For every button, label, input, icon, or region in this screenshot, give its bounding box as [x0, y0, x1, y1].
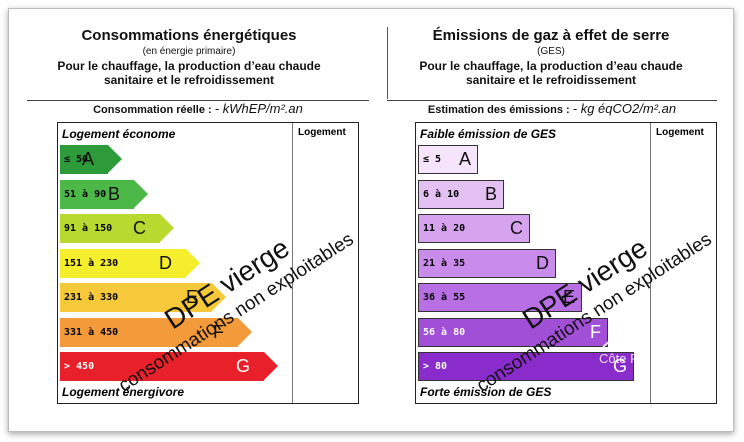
- ges-logement-divider: [650, 123, 651, 403]
- energy-class-range: ≤ 50: [64, 154, 89, 165]
- ges-desc-line2: sanitaire et le refroidissement: [465, 73, 637, 87]
- ges-class-letter: B: [484, 183, 497, 204]
- ges-class-range: 21 à 35: [423, 257, 466, 269]
- energy-desc-line2: sanitaire et le refroidissement: [103, 73, 275, 87]
- ges-class-range: 56 à 80: [423, 326, 466, 338]
- house-logo-icon: Côte F: [599, 338, 638, 366]
- ges-measure-label: Estimation des émissions :: [427, 104, 573, 116]
- ges-subtitle: (GES): [537, 46, 565, 57]
- energy-class-range: 331 à 450: [64, 326, 119, 338]
- ges-class-range: 36 à 55: [423, 292, 466, 303]
- energy-measure-top-rule: [27, 100, 369, 101]
- energy-class-letter: G: [235, 356, 250, 376]
- ges-measure-value: - kg éqCO2/m².an: [572, 101, 677, 116]
- energy-bottom-label: Logement énergivore: [62, 385, 185, 399]
- energy-top-label: Logement économe: [62, 127, 176, 141]
- ges-class-letter: E: [562, 287, 575, 307]
- energy-desc-line1: Pour le chauffage, la production d’eau c…: [57, 59, 321, 73]
- energy-measure-label: Consommation réelle :: [93, 104, 215, 116]
- ges-measure: Estimation des émissions : - kg éqCO2/m²…: [387, 101, 717, 116]
- energy-class-a-bar: ≤ 50 A: [60, 145, 122, 174]
- ges-class-f-bar: 56 à 80 F: [418, 317, 608, 347]
- ges-class-letter: C: [510, 218, 523, 238]
- energy-class-letter: C: [133, 218, 146, 238]
- header-divider: [387, 27, 388, 99]
- energy-subtitle: (en énergie primaire): [142, 46, 236, 57]
- energy-class-range: > 450: [64, 361, 95, 372]
- energy-class-c-bar: 91 à 150 C: [60, 214, 174, 243]
- ges-class-a-bar: ≤ 5 A: [418, 145, 478, 174]
- energy-label-box: Logement économe Logement Logement énerg…: [57, 122, 359, 404]
- ges-class-range: ≤ 5: [423, 154, 442, 165]
- energy-class-f-bar: 331 à 450 F: [60, 317, 252, 347]
- ges-class-b-bar: 6 à 10 B: [418, 179, 504, 209]
- ges-class-letter: G: [612, 356, 627, 376]
- energy-class-range: 51 à 90: [64, 188, 107, 200]
- ges-class-range: > 80: [423, 361, 448, 372]
- ges-class-letter: A: [458, 149, 471, 169]
- energy-class-letter: D: [159, 252, 172, 273]
- energy-title: Consommations énergétiques: [81, 27, 297, 44]
- ges-class-c-bar: 11 à 20 C: [418, 214, 530, 243]
- energy-logement-divider: [292, 123, 293, 403]
- ges-class-g-bar: > 80 G: [418, 352, 634, 381]
- ges-desc-line1: Pour le chauffage, la production d’eau c…: [419, 59, 683, 73]
- energy-class-letter: E: [185, 287, 198, 307]
- watermark-logo: Côte F: [597, 337, 657, 381]
- energy-class-letter: B: [107, 183, 120, 204]
- ges-class-range: 6 à 10: [423, 188, 460, 200]
- ges-title: Émissions de gaz à effet de serre: [432, 27, 670, 44]
- ges-class-d-bar: 21 à 35 D: [418, 248, 556, 278]
- energy-class-range: 231 à 330: [64, 292, 119, 303]
- ges-class-range: 11 à 20: [423, 223, 466, 234]
- energy-class-letter: A: [81, 149, 94, 169]
- energy-logement-header: Logement: [298, 127, 346, 138]
- ges-class-e-bar: 36 à 55 E: [418, 283, 582, 312]
- energy-class-range: 151 à 230: [64, 257, 119, 269]
- energy-class-letter: F: [213, 321, 224, 342]
- energy-measure-value: - kWhEP/m².an: [214, 101, 303, 116]
- ges-class-letter: D: [536, 252, 549, 273]
- energy-class-range: 91 à 150: [64, 223, 113, 234]
- ges-measure-top-rule: [387, 100, 717, 101]
- energy-class-g-bar: > 450 G: [60, 352, 278, 381]
- ges-logement-header: Logement: [656, 127, 704, 138]
- energy-class-e-bar: 231 à 330 E: [60, 283, 226, 312]
- watermark-text: Côte F: [599, 351, 638, 366]
- ges-bottom-label: Forte émission de GES: [420, 385, 552, 399]
- ges-class-letter: F: [590, 321, 601, 342]
- ges-description: Pour le chauffage, la production d’eau c…: [371, 59, 731, 87]
- ges-label-box: Faible émission de GES Logement Forte ém…: [415, 122, 717, 404]
- dpe-card: Consommations énergétiques (en énergie p…: [8, 8, 734, 432]
- ges-top-label: Faible émission de GES: [420, 127, 557, 141]
- energy-class-b-bar: 51 à 90 B: [60, 179, 148, 209]
- energy-measure: Consommation réelle : - kWhEP/m².an: [27, 101, 369, 116]
- energy-class-d-bar: 151 à 230 D: [60, 248, 200, 278]
- energy-description: Pour le chauffage, la production d’eau c…: [9, 59, 369, 87]
